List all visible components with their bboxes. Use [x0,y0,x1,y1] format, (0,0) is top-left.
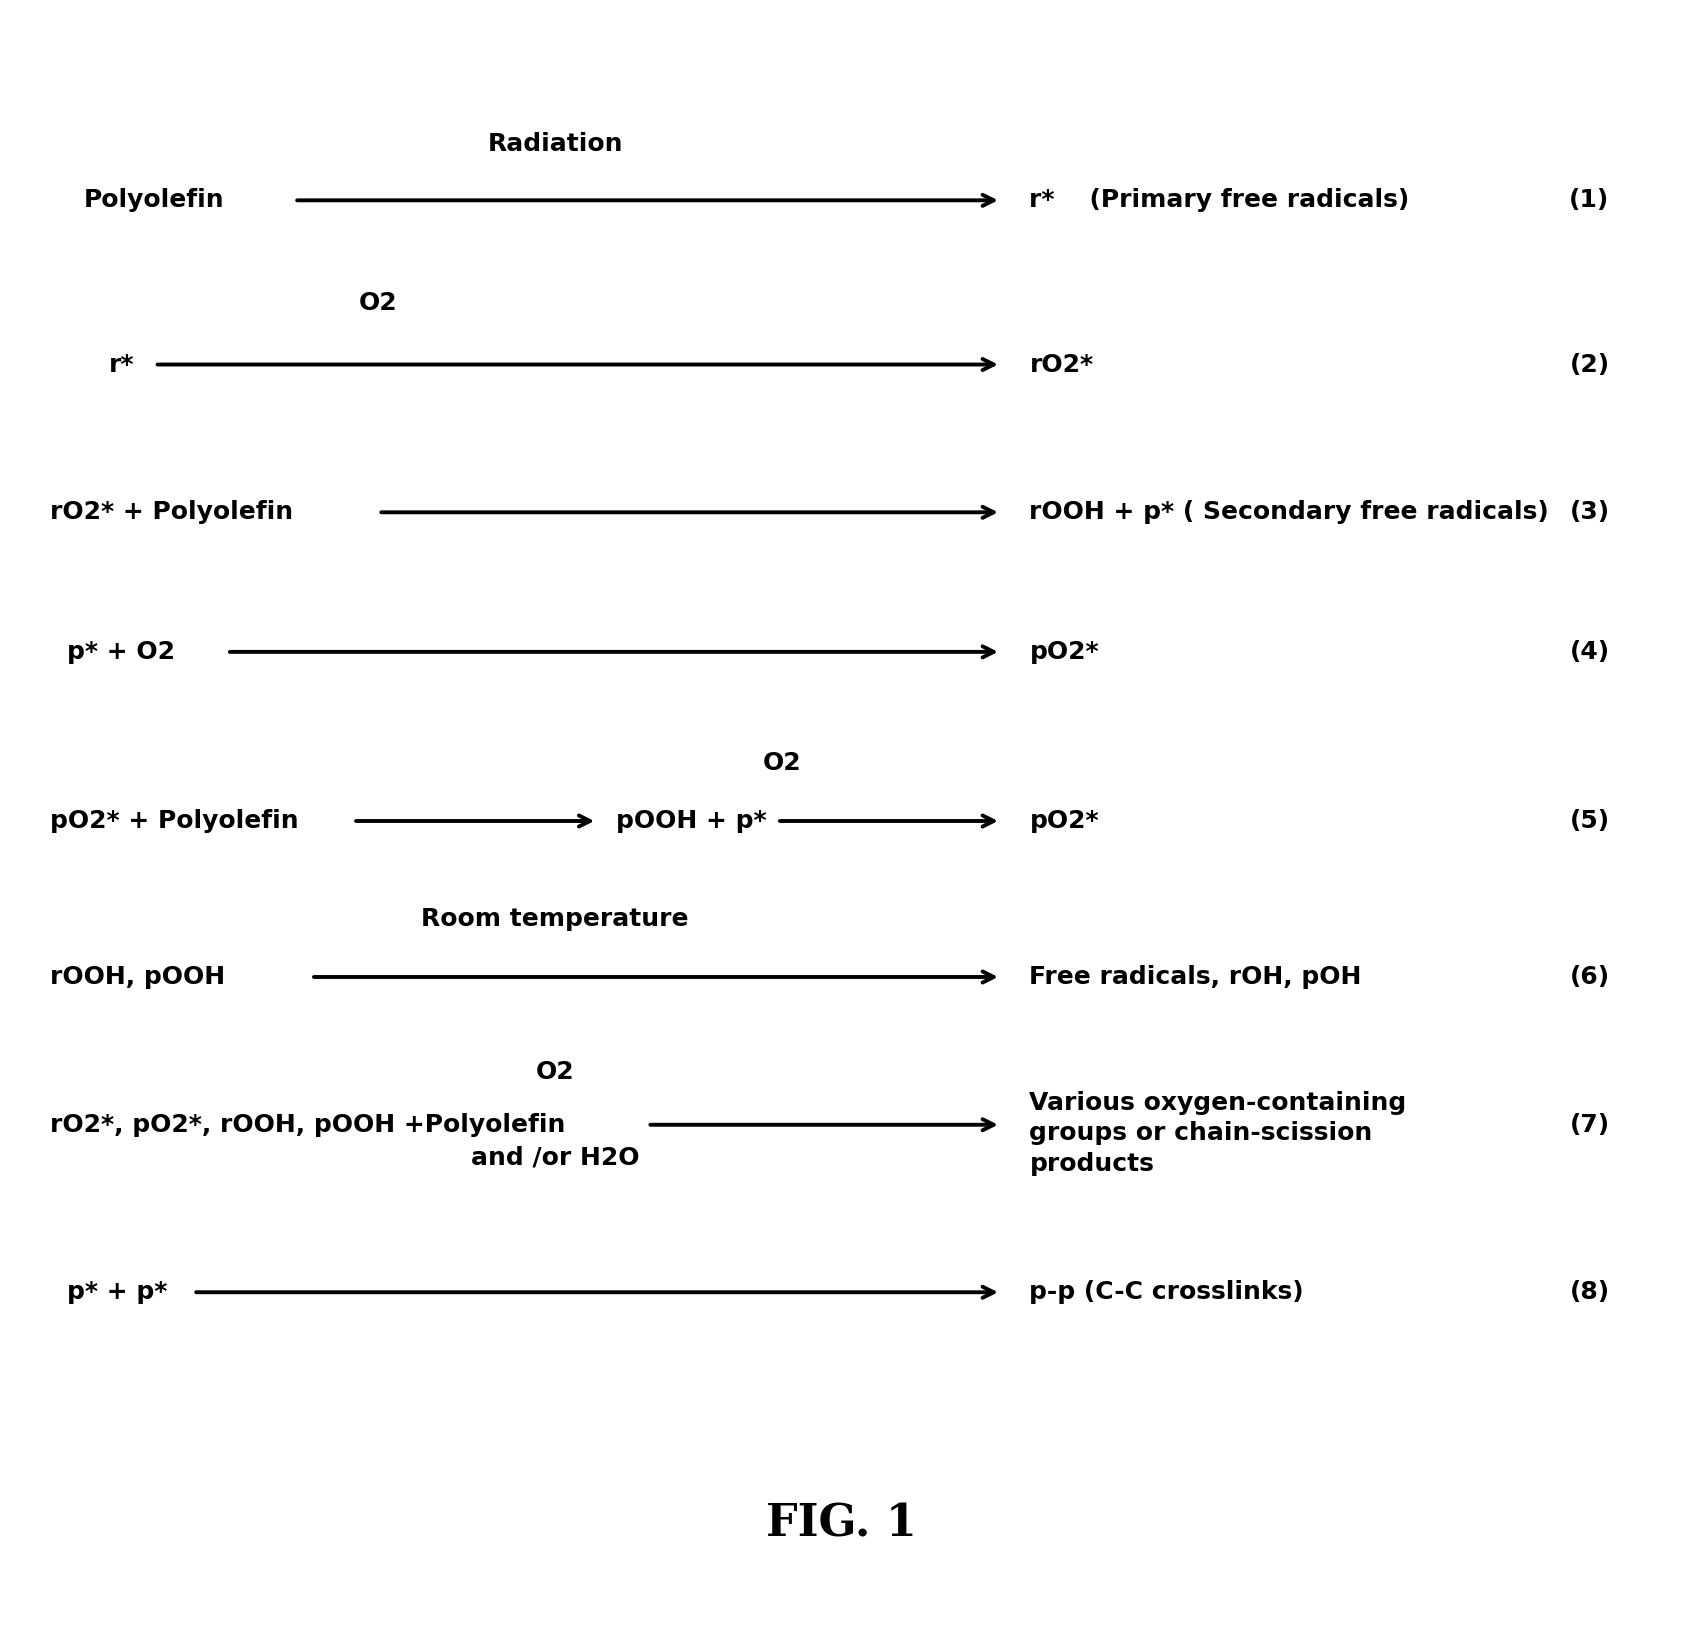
Text: (6): (6) [1569,965,1610,988]
Text: r*: r* [109,353,135,376]
Text: (1): (1) [1569,189,1610,212]
Text: pO2*: pO2* [1029,810,1098,832]
Text: (7): (7) [1569,1113,1610,1136]
Text: (2): (2) [1569,353,1610,376]
Text: rOOH, pOOH: rOOH, pOOH [50,965,225,988]
Text: Polyolefin: Polyolefin [84,189,225,212]
Text: (3): (3) [1569,501,1610,524]
Text: pO2* + Polyolefin: pO2* + Polyolefin [50,810,299,832]
Text: rO2*: rO2* [1029,353,1093,376]
Text: (4): (4) [1569,640,1610,663]
Text: groups or chain-scission: groups or chain-scission [1029,1121,1373,1144]
Text: rO2*, pO2*, rOOH, pOOH +Polyolefin: rO2*, pO2*, rOOH, pOOH +Polyolefin [50,1113,565,1136]
Text: rOOH + p* ( Secondary free radicals): rOOH + p* ( Secondary free radicals) [1029,501,1549,524]
Text: FIG. 1: FIG. 1 [765,1502,917,1545]
Text: Free radicals, rOH, pOH: Free radicals, rOH, pOH [1029,965,1362,988]
Text: O2: O2 [764,750,801,775]
Text: Various oxygen-containing: Various oxygen-containing [1029,1092,1406,1115]
Text: and /or H2O: and /or H2O [471,1146,639,1169]
Text: p* + O2: p* + O2 [67,640,175,663]
Text: products: products [1029,1153,1154,1176]
Text: pOOH + p*: pOOH + p* [616,810,767,832]
Text: O2: O2 [537,1059,574,1084]
Text: (5): (5) [1569,810,1610,832]
Text: p-p (C-C crosslinks): p-p (C-C crosslinks) [1029,1281,1304,1304]
Text: Radiation: Radiation [488,131,622,156]
Text: O2: O2 [360,291,397,315]
Text: pO2*: pO2* [1029,640,1098,663]
Text: Room temperature: Room temperature [420,906,690,931]
Text: p* + p*: p* + p* [67,1281,168,1304]
Text: (8): (8) [1569,1281,1610,1304]
Text: r*    (Primary free radicals): r* (Primary free radicals) [1029,189,1410,212]
Text: rO2* + Polyolefin: rO2* + Polyolefin [50,501,294,524]
